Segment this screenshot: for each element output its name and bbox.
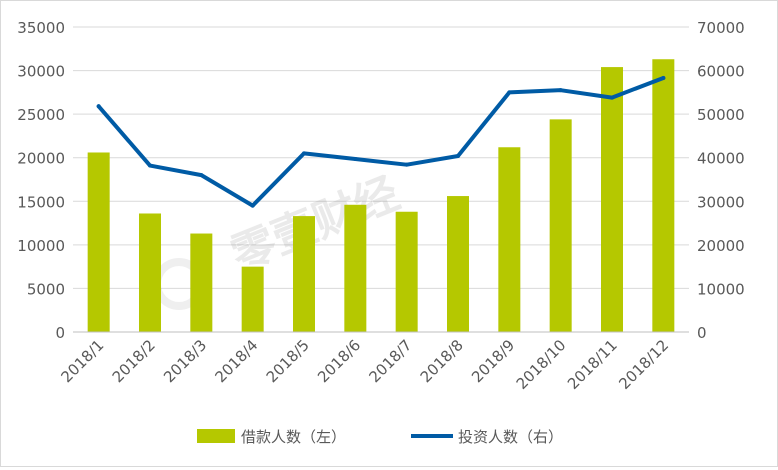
y-right-tick-label: 70000	[697, 19, 745, 37]
bar	[498, 147, 521, 332]
line-point	[610, 95, 614, 100]
y-axis-right: 0 10000 20000 30000 40000 50000 60000 70000	[697, 19, 745, 342]
y-left-tick-label: 15000	[17, 193, 65, 211]
bar	[447, 196, 469, 332]
bar	[241, 266, 264, 332]
x-tick-label: 2018/7	[365, 336, 415, 386]
y-right-tick-label: 50000	[697, 106, 745, 124]
x-tick-label: 2018/9	[468, 336, 518, 386]
y-left-tick-label: 20000	[17, 150, 65, 168]
y-left-tick-label: 0	[55, 324, 65, 342]
line-path	[96, 75, 666, 208]
y-right-tick-label: 30000	[697, 193, 745, 211]
line-point	[96, 104, 101, 109]
bar	[344, 204, 367, 332]
y-right-tick-label: 10000	[697, 280, 745, 298]
bar	[87, 152, 110, 332]
bar-series	[87, 59, 675, 332]
y-left-tick-label: 10000	[17, 237, 65, 255]
y-right-tick-label: 40000	[697, 150, 745, 168]
gridlines	[73, 26, 689, 333]
bar	[549, 119, 572, 332]
watermark-text: 零壹财经	[224, 168, 406, 281]
x-tick-label: 2018/6	[314, 336, 364, 386]
line-point	[250, 203, 255, 208]
line-point	[507, 90, 512, 95]
legend-label-line: 投资人数（右）	[458, 428, 563, 446]
x-axis: 2018/1 2018/2 2018/3 2018/4 2018/5 2018/6 2018…	[57, 331, 689, 393]
legend-label-bar: 借款人数（左）	[241, 428, 346, 446]
y-left-tick-label: 30000	[17, 63, 65, 81]
x-tick-label: 2018/1	[57, 336, 107, 386]
legend: 借款人数（左） 投资人数（右）	[197, 428, 563, 446]
line-point	[558, 88, 563, 93]
bar	[395, 211, 418, 332]
y-left-tick-label: 25000	[17, 106, 65, 124]
bar	[601, 67, 623, 332]
bar	[652, 59, 675, 332]
bar	[190, 233, 213, 332]
line-point	[661, 75, 666, 80]
line-point	[148, 163, 152, 168]
bar	[293, 216, 315, 332]
y-axis-left: 0 5000 10000 15000 20000 25000 30000 35000	[17, 19, 65, 342]
x-tick-label: 2018/10	[513, 336, 570, 393]
x-tick-label: 2018/3	[160, 336, 210, 386]
y-right-tick-label: 20000	[697, 237, 745, 255]
y-left-tick-label: 35000	[17, 19, 65, 37]
y-left-tick-label: 5000	[27, 280, 65, 298]
legend-swatch-bar	[197, 429, 235, 443]
line-point	[404, 162, 409, 167]
x-tick-label: 2018/8	[417, 336, 467, 386]
line-point	[302, 151, 306, 156]
bar	[139, 213, 161, 332]
x-tick-label: 2018/11	[564, 336, 621, 393]
x-tick-label: 2018/12	[615, 336, 672, 393]
x-tick-label: 2018/2	[109, 336, 159, 386]
x-tick-label: 2018/4	[211, 336, 261, 386]
line-point	[456, 153, 460, 158]
y-right-tick-label: 0	[697, 324, 707, 342]
line-point	[199, 173, 204, 178]
line-series	[96, 75, 666, 208]
line-point	[353, 157, 358, 162]
y-right-tick-label: 60000	[697, 63, 745, 81]
x-tick-label: 2018/5	[263, 336, 313, 386]
